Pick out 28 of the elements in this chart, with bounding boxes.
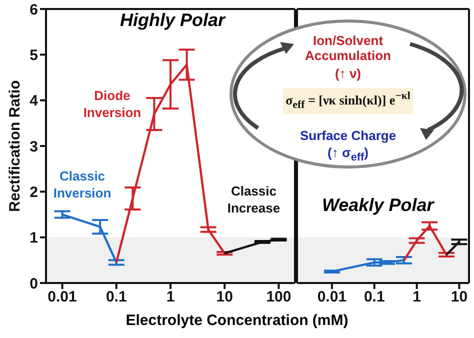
x-tick-label: 0.1 [106, 288, 127, 306]
y-tick-label: 0 [30, 275, 38, 292]
text: Weakly Polar [322, 195, 434, 216]
y-axis-title: Rectification Ratio [6, 80, 24, 212]
x-tick-label: 10 [216, 288, 233, 306]
x-tick-label: 100 [266, 288, 292, 306]
x-axis-title: Electrolyte Concentration (mM) [124, 312, 350, 329]
x-tick-label: 1 [166, 288, 175, 306]
y-tick-label: 3 [30, 138, 38, 156]
annotation: Ion/Solvent Accumulation [304, 33, 392, 63]
x-tick-label: 0.1 [364, 288, 385, 306]
x-tick-label: 10 [450, 288, 468, 306]
annotation: Surface Charge [300, 128, 396, 143]
x-tick-label: 0.01 [317, 288, 347, 306]
chart-title: Highly Polar [120, 10, 226, 31]
series-label: Classic Increase [227, 184, 280, 216]
y-tick-label: 6 [30, 1, 38, 18]
x-tick-label: 1 [412, 288, 421, 306]
y-tick-label: 4 [30, 92, 39, 110]
y-tick-label: 5 [30, 46, 38, 64]
y-tick-label: 2 [30, 184, 38, 201]
series-label: Diode Inversion [83, 88, 142, 120]
series-label: Classic Inversion [53, 168, 112, 200]
annotation: (↑ σ$_{eff}$) [328, 145, 368, 166]
annotation: (↑ ν) [335, 66, 361, 81]
y-tick-label: 1 [30, 230, 38, 247]
annotation: σ$_{eff}$ = [νκ sinh(κl)] e$^{−κl}$ [282, 88, 414, 114]
x-tick-label: 0.01 [48, 288, 77, 306]
